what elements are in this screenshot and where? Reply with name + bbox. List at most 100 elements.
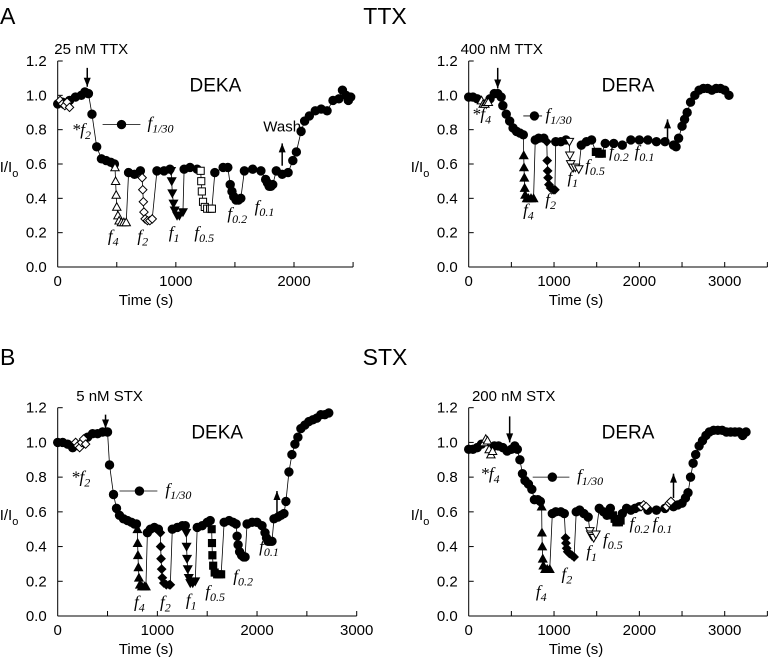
- data-point-f1-30: [287, 449, 297, 460]
- data-point-f1-30: [617, 140, 627, 150]
- label-base: f: [137, 226, 144, 245]
- legend-marker: [116, 119, 127, 130]
- y-tick-label: 1.0: [437, 434, 458, 451]
- data-point-f1-30: [690, 449, 701, 460]
- data-point-f1-30: [180, 521, 190, 531]
- label-base: f: [567, 168, 574, 187]
- frequency-label-f0-1: f0.1: [635, 142, 655, 164]
- y-tick-label: 0.0: [26, 259, 47, 276]
- x-tick-label: 1000: [141, 622, 174, 639]
- label-base: f: [489, 464, 496, 483]
- x-tick-label: 2000: [623, 273, 656, 290]
- row-title-ttx: TTX: [363, 3, 406, 29]
- x-axis-title: Time (s): [549, 641, 603, 658]
- data-point-f4: [132, 550, 143, 560]
- data-point-f4: [518, 150, 529, 160]
- y-tick-label: 0.0: [437, 259, 458, 276]
- frequency-label-f0-2: f0.2: [629, 514, 649, 536]
- label-subscript: 2: [566, 573, 572, 587]
- y-axis-title: I/Io: [0, 507, 18, 528]
- toxin-arrow: [494, 67, 502, 89]
- arrow-head: [664, 119, 672, 129]
- data-point-f1-30: [281, 496, 291, 507]
- data-point-f1-30: [682, 107, 692, 118]
- data-point-f1-30: [223, 162, 233, 173]
- frequency-label-f1: f1: [586, 542, 597, 564]
- data-point-f2: [542, 155, 553, 166]
- y-tick-label: 0.6: [437, 504, 458, 521]
- data-point-f2: [549, 184, 560, 195]
- data-point-f1: [169, 206, 180, 216]
- y-tick-label: 0.2: [437, 225, 458, 242]
- data-point-f1-30: [87, 109, 97, 119]
- data-point-f1-30: [346, 92, 356, 102]
- y-axis-title: I/Io: [411, 159, 430, 180]
- legend-label-subscript: 1/30: [550, 113, 571, 127]
- legend-label-base: f: [546, 105, 553, 124]
- x-tick-label: 0: [465, 622, 473, 639]
- y-axis-title-sub: o: [423, 516, 429, 528]
- wash-arrow: [664, 119, 672, 140]
- label-base: f: [585, 156, 592, 175]
- data-point-f1-30: [643, 135, 653, 145]
- data-point-f1-30: [231, 519, 241, 529]
- label-subscript: 0.5: [590, 164, 605, 178]
- y-tick-label: 0.8: [437, 469, 458, 486]
- data-point-f1-30: [322, 106, 332, 116]
- data-point-f1-30: [304, 111, 315, 121]
- frequency-label-f0-2: f0.2: [609, 142, 629, 164]
- label-subscript: 2: [142, 234, 148, 248]
- panel-letter-b: B: [0, 344, 15, 370]
- wash-arrow: [278, 143, 286, 166]
- frequency-label-f1: f1: [169, 223, 180, 245]
- label-subscript: 0.5: [608, 538, 623, 552]
- y-axis-title-main: I/I: [0, 159, 12, 176]
- data-point-f4: [133, 562, 144, 572]
- legend-marker: [547, 472, 558, 482]
- mutant-label: DEKA: [190, 75, 242, 96]
- data-point-f1-30: [205, 515, 215, 526]
- data-point-f1: [166, 167, 177, 177]
- data-point-f4: [111, 189, 122, 199]
- data-point-f1: [168, 199, 179, 209]
- label-base: f: [545, 190, 552, 209]
- row-title-stx: STX: [363, 344, 408, 370]
- frequency-label-f4: *f4: [472, 104, 491, 126]
- toxin-label: 400 nM TTX: [461, 41, 543, 58]
- data-point-f2: [139, 207, 149, 217]
- data-point-f1-30: [296, 126, 306, 137]
- data-point-f1-30: [83, 88, 94, 99]
- chart-panel-a-right: 0 1000 2000 3000 0.0 0.2 0.4 0.6 0.8 1.0 1.2 Time (…: [411, 41, 768, 309]
- data-point-f1-30: [688, 458, 698, 468]
- label-prefix: *: [72, 120, 81, 139]
- toxin-arrow: [83, 67, 91, 87]
- label-base: f: [523, 201, 530, 220]
- frequency-label-f0-5: f0.5: [603, 530, 623, 552]
- y-axis-title-sub: o: [423, 168, 429, 180]
- data-point-f0-5: [207, 204, 216, 213]
- arrow-head: [494, 79, 502, 89]
- frequency-label-f2: f2: [160, 592, 171, 614]
- label-base: f: [603, 530, 610, 549]
- legend-label: f1/30: [577, 466, 603, 488]
- data-point-f1-30: [651, 136, 662, 147]
- label-prefix: *: [472, 104, 481, 123]
- y-tick-label: 1.2: [26, 400, 47, 417]
- frequency-label-f2: *f2: [71, 467, 90, 489]
- frequency-label-f1: f1: [567, 168, 578, 190]
- data-point-f2: [155, 527, 166, 538]
- y-axis-title-sub: o: [12, 516, 18, 528]
- x-tick-label: 3000: [708, 622, 741, 639]
- y-tick-label: 1.2: [437, 400, 458, 417]
- y-tick-label: 0.6: [437, 156, 458, 173]
- data-point-f1: [182, 565, 193, 575]
- label-base: f: [134, 592, 141, 611]
- data-point-f4: [111, 201, 122, 211]
- y-tick-label: 1.2: [437, 53, 458, 70]
- label-base: f: [227, 204, 234, 223]
- y-tick-label: 0.0: [437, 608, 458, 625]
- data-point-f1-30: [210, 167, 220, 178]
- data-point-f0-5: [209, 561, 218, 570]
- y-tick-label: 0.2: [26, 573, 47, 590]
- legend-label-base: f: [147, 114, 154, 133]
